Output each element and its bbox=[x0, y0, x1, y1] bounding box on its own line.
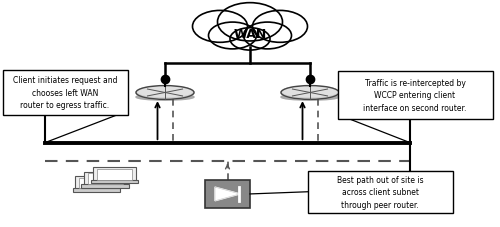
Ellipse shape bbox=[252, 11, 308, 43]
Text: WAN: WAN bbox=[234, 27, 266, 41]
FancyBboxPatch shape bbox=[88, 174, 122, 184]
Ellipse shape bbox=[244, 23, 292, 50]
FancyBboxPatch shape bbox=[78, 178, 114, 188]
FancyBboxPatch shape bbox=[2, 70, 128, 116]
Ellipse shape bbox=[282, 87, 338, 97]
FancyBboxPatch shape bbox=[72, 188, 120, 192]
Polygon shape bbox=[215, 187, 240, 201]
Text: Best path out of site is
across client subnet
through peer router.: Best path out of site is across client s… bbox=[336, 175, 424, 209]
Ellipse shape bbox=[208, 23, 256, 50]
FancyBboxPatch shape bbox=[308, 171, 452, 213]
FancyBboxPatch shape bbox=[205, 180, 250, 208]
Ellipse shape bbox=[281, 94, 339, 101]
Ellipse shape bbox=[192, 11, 248, 43]
FancyBboxPatch shape bbox=[82, 184, 129, 188]
Ellipse shape bbox=[230, 29, 270, 51]
FancyBboxPatch shape bbox=[338, 72, 492, 119]
Ellipse shape bbox=[281, 86, 339, 100]
Ellipse shape bbox=[218, 4, 282, 42]
FancyBboxPatch shape bbox=[96, 170, 132, 180]
Text: Client initiates request and
chooses left WAN
router to egress traffic.: Client initiates request and chooses lef… bbox=[13, 76, 117, 110]
FancyBboxPatch shape bbox=[90, 180, 138, 184]
FancyBboxPatch shape bbox=[75, 176, 118, 190]
FancyBboxPatch shape bbox=[84, 172, 126, 185]
Ellipse shape bbox=[136, 94, 194, 101]
Ellipse shape bbox=[136, 86, 194, 100]
FancyBboxPatch shape bbox=[93, 168, 136, 181]
Ellipse shape bbox=[138, 87, 192, 97]
Text: Traffic is re-intercepted by
WCCP entering client
interface on second router.: Traffic is re-intercepted by WCCP enteri… bbox=[364, 78, 467, 112]
